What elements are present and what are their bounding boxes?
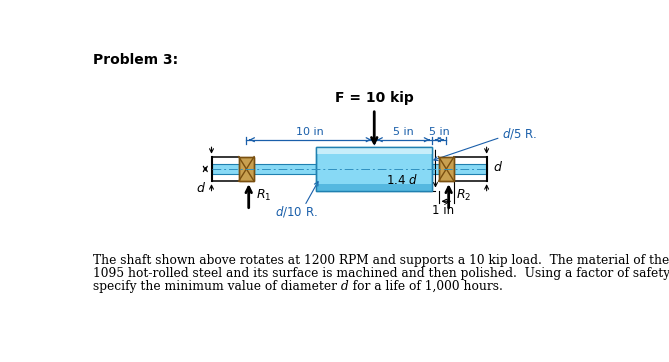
Text: $R_2$: $R_2$: [456, 188, 471, 203]
Text: $d$: $d$: [493, 160, 503, 174]
Bar: [211, 164, 239, 174]
Text: $d$/5 R.: $d$/5 R.: [502, 126, 537, 141]
Bar: [316, 147, 432, 190]
Bar: [316, 147, 432, 190]
Text: 5 in: 5 in: [429, 127, 450, 136]
Bar: [432, 164, 439, 174]
Bar: [239, 157, 254, 181]
Text: 1095 hot-rolled steel and its surface is machined and then polished.  Using a fa: 1095 hot-rolled steel and its surface is…: [93, 267, 669, 280]
Text: $R_1$: $R_1$: [256, 188, 271, 203]
Text: specify the minimum value of diameter 𝑑 for a life of 1,000 hours.: specify the minimum value of diameter 𝑑 …: [93, 280, 503, 293]
Bar: [239, 157, 254, 181]
Text: 10 in: 10 in: [296, 127, 324, 136]
Text: $d$: $d$: [197, 181, 207, 194]
Bar: [439, 157, 454, 181]
Text: $d$/10 R.: $d$/10 R.: [276, 205, 318, 219]
Bar: [454, 164, 486, 174]
Bar: [316, 147, 432, 154]
Bar: [316, 184, 432, 190]
Text: The shaft shown above rotates at 1200 RPM and supports a 10 kip load.  The mater: The shaft shown above rotates at 1200 RP…: [93, 254, 669, 267]
Text: 1.4 $d$: 1.4 $d$: [387, 173, 418, 187]
Text: Problem 3:: Problem 3:: [93, 53, 178, 67]
Text: 5 in: 5 in: [393, 127, 413, 136]
Text: F = 10 kip: F = 10 kip: [335, 91, 413, 105]
Text: 1 in: 1 in: [432, 203, 454, 216]
Bar: [254, 164, 316, 174]
Bar: [439, 157, 454, 181]
